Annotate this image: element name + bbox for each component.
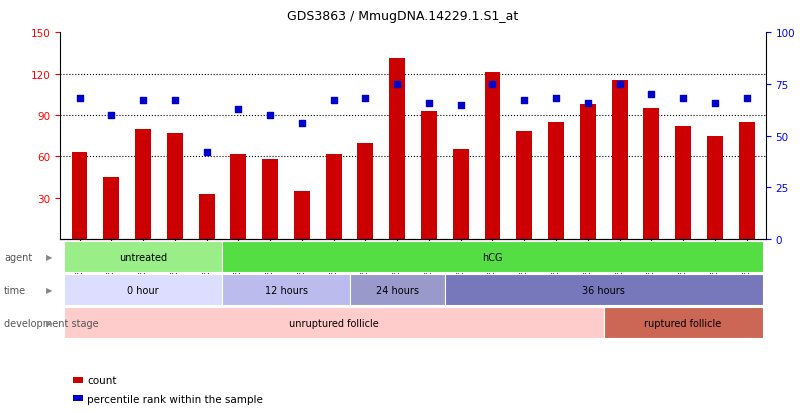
Point xyxy=(708,100,721,107)
Bar xyxy=(580,104,596,240)
Text: development stage: development stage xyxy=(4,318,98,328)
Point xyxy=(73,96,86,102)
Bar xyxy=(643,109,659,240)
Point xyxy=(264,112,276,119)
Text: 36 hours: 36 hours xyxy=(582,285,625,295)
Text: percentile rank within the sample: percentile rank within the sample xyxy=(87,394,263,404)
Text: 0 hour: 0 hour xyxy=(127,285,159,295)
Bar xyxy=(517,132,532,240)
Text: ▶: ▶ xyxy=(46,253,52,261)
Point xyxy=(422,100,435,107)
Text: ▶: ▶ xyxy=(46,286,52,294)
Text: untreated: untreated xyxy=(119,252,167,262)
Point xyxy=(677,96,690,102)
Point xyxy=(168,98,181,104)
Point xyxy=(550,96,563,102)
Point xyxy=(613,81,626,88)
Bar xyxy=(358,143,373,240)
Point xyxy=(296,121,309,127)
Bar xyxy=(453,150,468,240)
Bar xyxy=(167,133,183,240)
Point xyxy=(645,92,658,98)
Point xyxy=(486,81,499,88)
Bar xyxy=(675,127,691,240)
Bar xyxy=(707,136,723,240)
Point xyxy=(359,96,372,102)
Text: unruptured follicle: unruptured follicle xyxy=(289,318,379,328)
Text: agent: agent xyxy=(4,252,32,262)
Point xyxy=(105,112,118,119)
Bar xyxy=(72,153,88,240)
Point xyxy=(327,98,340,104)
Bar xyxy=(262,160,278,240)
Text: 12 hours: 12 hours xyxy=(264,285,308,295)
Bar xyxy=(548,123,564,240)
Point xyxy=(136,98,149,104)
Bar xyxy=(421,112,437,240)
Point xyxy=(455,102,467,109)
Text: 24 hours: 24 hours xyxy=(376,285,418,295)
Text: time: time xyxy=(4,285,26,295)
Point xyxy=(517,98,530,104)
Bar xyxy=(198,194,214,240)
Bar xyxy=(294,191,310,240)
Bar xyxy=(231,154,247,240)
Bar xyxy=(738,123,754,240)
Point xyxy=(200,150,213,156)
Bar xyxy=(612,81,628,240)
Text: ▶: ▶ xyxy=(46,319,52,328)
Bar xyxy=(135,129,151,240)
Point xyxy=(391,81,404,88)
Text: count: count xyxy=(87,375,117,385)
Text: ruptured follicle: ruptured follicle xyxy=(645,318,721,328)
Point xyxy=(232,106,245,113)
Bar xyxy=(389,59,405,240)
Text: hCG: hCG xyxy=(482,252,503,262)
Point xyxy=(740,96,753,102)
Bar xyxy=(484,73,501,240)
Text: GDS3863 / MmugDNA.14229.1.S1_at: GDS3863 / MmugDNA.14229.1.S1_at xyxy=(288,10,518,23)
Bar xyxy=(103,178,119,240)
Point xyxy=(581,100,594,107)
Bar xyxy=(326,154,342,240)
